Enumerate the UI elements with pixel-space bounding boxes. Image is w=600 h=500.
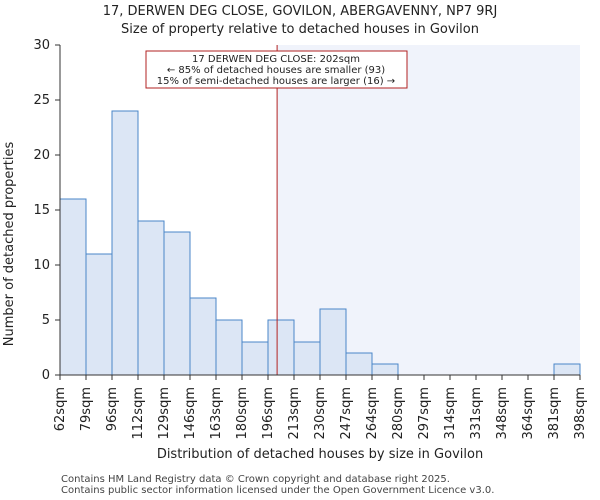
footer-line-1: Contains HM Land Registry data © Crown c… [61,474,450,485]
bar-112sqm [137,220,165,376]
x-tick-label: 163sqm [209,387,224,440]
y-tick-label: 0 [42,368,50,383]
x-tick-label: 96sqm [105,387,120,431]
chart-title: 17, DERWEN DEG CLOSE, GOVILON, ABERGAVEN… [102,4,498,19]
bar-96sqm [111,110,139,376]
x-tick-label: 398sqm [573,387,588,440]
x-tick-label: 364sqm [521,387,536,440]
annotation-box: 17 DERWEN DEG CLOSE: 202sqm ← 85% of det… [145,50,408,89]
bar-381sqm [553,363,581,376]
bar-62sqm [59,198,87,376]
x-tick-label: 297sqm [417,387,432,440]
x-tick-label: 62sqm [53,387,68,431]
bar-230sqm [319,308,347,376]
bar-79sqm [85,253,113,376]
x-tick-label: 348sqm [495,387,510,440]
x-tick-label: 230sqm [313,387,328,440]
bar-163sqm [215,319,243,376]
y-axis-label: Number of detached properties [2,142,17,347]
x-tick-label: 247sqm [339,387,354,440]
x-tick-label: 314sqm [443,387,458,440]
bars-group [59,110,581,376]
bar-196sqm [267,319,295,376]
x-axis-label: Distribution of detached houses by size … [157,447,483,462]
bar-129sqm [163,231,191,376]
annotation-line-3: 15% of semi-detached houses are larger (… [157,76,395,87]
y-tick-label: 10 [33,258,50,273]
chart-subtitle: Size of property relative to detached ho… [121,22,479,37]
x-tick-label: 112sqm [131,387,146,440]
x-tick-label: 264sqm [365,387,380,440]
x-tick-label: 129sqm [157,387,172,440]
bar-180sqm [241,341,269,376]
bar-264sqm [371,363,399,376]
x-tick-label: 331sqm [469,387,484,440]
annotation-line-2: ← 85% of detached houses are smaller (93… [167,65,385,76]
y-tick-label: 25 [33,93,50,108]
x-tick-label: 213sqm [287,387,302,440]
bar-146sqm [189,297,217,376]
y-tick-label: 5 [42,313,50,328]
bar-213sqm [293,341,321,376]
footer-line-2: Contains public sector information licen… [61,485,495,496]
x-tick-label: 280sqm [391,387,406,440]
bar-247sqm [345,352,373,376]
x-tick-label: 196sqm [261,387,276,440]
annotation-line-1: 17 DERWEN DEG CLOSE: 202sqm [192,54,360,65]
x-tick-label: 79sqm [79,387,94,431]
y-tick-label: 20 [33,148,50,163]
x-ticks-group: 62sqm 79sqm 96sqm 112sqm 129sqm 146sqm 163sqm 1… [53,375,588,440]
y-tick-label: 15 [33,203,50,218]
x-tick-label: 146sqm [183,387,198,440]
y-ticks-group: 0 5 10 15 20 25 30 [33,38,60,383]
x-tick-label: 180sqm [235,387,250,440]
x-tick-label: 381sqm [547,387,562,440]
y-tick-label: 30 [33,38,50,53]
